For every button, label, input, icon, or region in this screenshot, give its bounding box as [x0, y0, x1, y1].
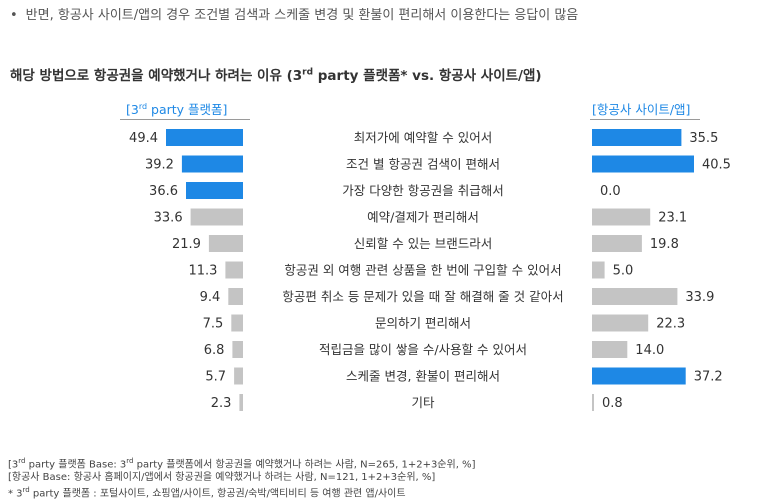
bar-left [234, 367, 243, 385]
value-label-left: 5.7 [205, 370, 226, 385]
value-label-right: 5.0 [613, 264, 634, 279]
bar-right [592, 341, 628, 358]
category-label: 항공권 외 여행 관련 상품을 한 번에 구입할 수 있어서 [284, 263, 561, 278]
bar-left [239, 394, 243, 411]
summary-text: 반면, 항공사 사이트/앱의 경우 조건별 검색과 스케줄 변경 및 환불이 편… [25, 8, 579, 23]
category-label: 기타 [411, 395, 435, 410]
chart-title-part2: party 플랫폼* vs. 항공사 사이트/앱) [313, 68, 542, 84]
category-label: 신뢰할 수 있는 브랜드라서 [354, 236, 492, 251]
bar-right [592, 235, 642, 252]
category-label: 예약/결제가 편리해서 [367, 210, 479, 225]
bullet-dot: • [10, 8, 18, 23]
footnotes: [3rd party 플랫폼 Base: 3rd party 플랫폼에서 항공권… [8, 455, 475, 501]
category-label: 문의하기 편리해서 [375, 316, 471, 331]
legend-left-part2: party 플랫폼] [147, 102, 228, 117]
bar-right [592, 129, 682, 146]
bar-left [190, 208, 243, 226]
value-label-left: 33.6 [154, 211, 183, 226]
value-label-right: 0.0 [600, 184, 621, 199]
category-label: 스케줄 변경, 환불이 편리해서 [346, 369, 500, 384]
chart-title-part1: 해당 방법으로 항공권을 예약했거나 하려는 이유 (3 [10, 68, 303, 84]
value-label-right: 37.2 [694, 370, 723, 385]
value-label-right: 19.8 [650, 237, 679, 252]
value-label-right: 0.8 [602, 396, 623, 411]
bar-right [592, 367, 686, 385]
category-label: 가장 다양한 항공권을 취급해서 [342, 183, 503, 198]
category-label: 적립금을 많이 쌓을 수/사용할 수 있어서 [319, 342, 527, 357]
category-label: 항공편 취소 등 문제가 있을 때 잘 해결해 줄 것 같아서 [282, 289, 563, 304]
value-label-left: 2.3 [211, 396, 232, 411]
value-label-right: 14.0 [635, 343, 664, 358]
value-label-left: 36.6 [149, 184, 178, 199]
bar-right [592, 155, 694, 173]
bar-left [228, 288, 243, 305]
bar-left [225, 261, 243, 279]
value-label-right: 23.1 [658, 211, 687, 226]
bar-left [231, 314, 243, 332]
bar-right [592, 208, 651, 226]
summary-bullet: • 반면, 항공사 사이트/앱의 경우 조건별 검색과 스케줄 변경 및 환불이 … [10, 4, 578, 23]
bar-right [592, 261, 605, 279]
value-label-left: 49.4 [129, 131, 158, 146]
butterfly-bar-chart: 49.4 최저가에 예약할 수 있어서 35.5 39.2 조건 별 항공권 검색이 편… [129, 129, 731, 411]
footnote-definition: * 3rd party 플랫폼 : 포털사이트, 쇼핑앱/사이트, 항공권/숙박… [8, 486, 406, 500]
footnote-base-3rd-party: [3rd party 플랫폼 Base: 3rd party 플랫폼에서 항공권… [8, 457, 476, 471]
value-label-right: 35.5 [689, 131, 718, 146]
footnote-base-airline: [항공사 Base: 항공사 홈페이지/앱에서 항공권을 예약했거나 하려는 사… [8, 472, 436, 484]
category-label: 조건 별 항공권 검색이 편해서 [346, 157, 500, 172]
bar-left [166, 129, 243, 146]
divider-right [590, 119, 700, 120]
bar-right [592, 314, 649, 332]
divider-left [120, 119, 250, 120]
bar-left [208, 235, 243, 252]
value-label-right: 40.5 [702, 158, 731, 173]
bar-left [181, 155, 243, 173]
chart-title: 해당 방법으로 항공권을 예약했거나 하려는 이유 (3rd party 플랫폼… [10, 64, 542, 85]
bar-right [592, 288, 678, 305]
legend-left-sup: rd [138, 101, 148, 111]
value-label-right: 22.3 [656, 317, 685, 332]
legend-left-series: [3rd party 플랫폼] [126, 99, 227, 118]
value-label-left: 11.3 [188, 264, 217, 279]
category-label: 최저가에 예약할 수 있어서 [354, 130, 492, 145]
value-label-right: 33.9 [685, 290, 714, 305]
value-label-left: 9.4 [200, 290, 221, 305]
value-label-left: 21.9 [172, 237, 201, 252]
chart-title-sup: rd [302, 67, 314, 78]
bar-left [186, 182, 243, 199]
value-label-left: 6.8 [204, 343, 225, 358]
legend-right-series: [항공사 사이트/앱] [592, 102, 691, 117]
legend-left-part1: [3 [126, 102, 139, 117]
value-label-left: 39.2 [145, 158, 174, 173]
value-label-left: 7.5 [203, 317, 224, 332]
bar-right [592, 394, 594, 411]
bar-left [232, 341, 243, 358]
